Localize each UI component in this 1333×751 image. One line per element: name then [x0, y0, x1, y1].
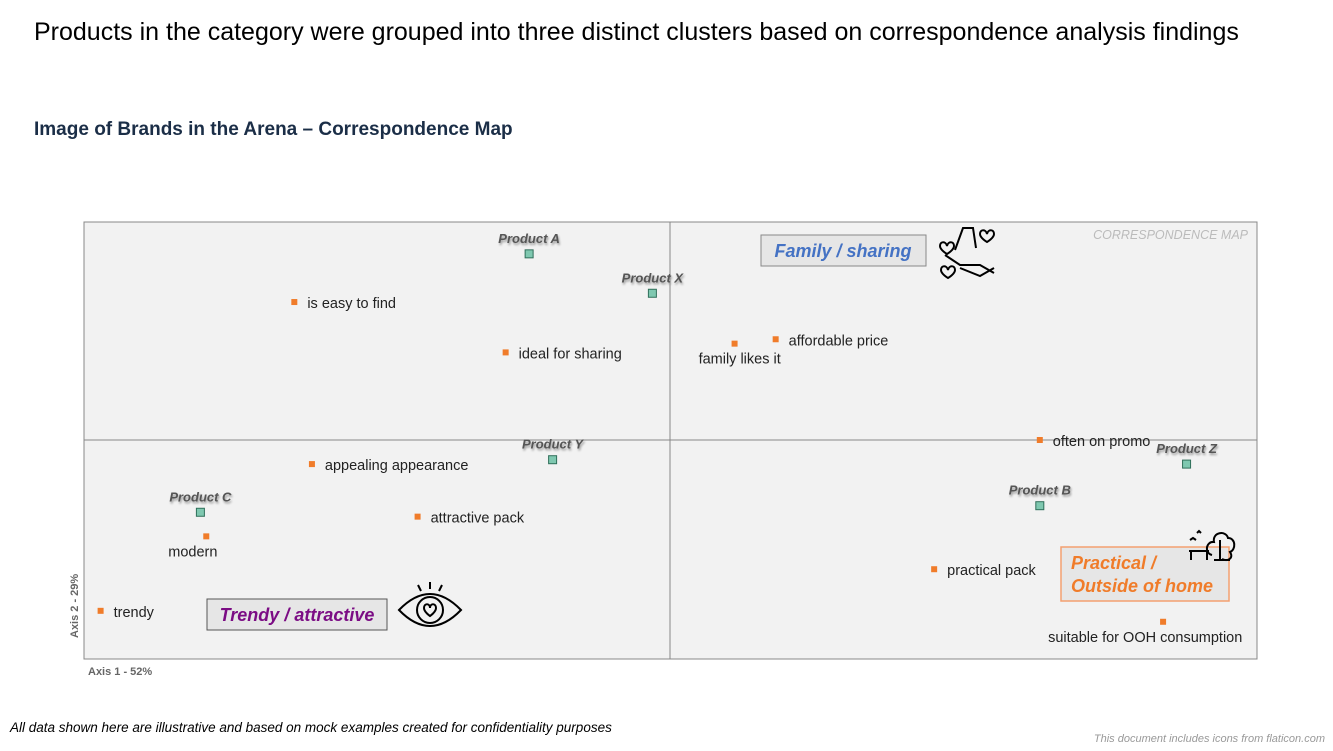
- attribute-point: [291, 299, 298, 306]
- svg-text:Practical /: Practical /: [1071, 553, 1158, 573]
- product-label: Product B: [1009, 483, 1071, 498]
- footnote: All data shown here are illustrative and…: [10, 720, 612, 735]
- product-point: [524, 249, 534, 259]
- product-point: [195, 507, 205, 517]
- attribute-point: [203, 533, 210, 540]
- product-label: Product C: [169, 489, 232, 504]
- attribute-point: [97, 607, 104, 614]
- svg-text:Outside of home: Outside of home: [1071, 576, 1213, 596]
- attribute-point: [931, 566, 938, 573]
- tree-bench-icon: [1189, 529, 1236, 562]
- attribute-label: appealing appearance: [325, 458, 469, 474]
- product-point: [647, 288, 657, 298]
- attribute-point: [772, 336, 779, 343]
- attribute-label: modern: [168, 544, 217, 560]
- attribute-label: family likes it: [699, 352, 781, 368]
- attribute-label: is easy to find: [307, 296, 396, 312]
- eye-heart-icon: [397, 582, 463, 627]
- attribute-point: [502, 349, 509, 356]
- chart-title: CORRESPONDENCE MAP: [1093, 228, 1249, 242]
- y-axis-label: Axis 2 - 29%: [69, 574, 81, 638]
- attribute-label: affordable price: [789, 333, 889, 349]
- product-point: [1182, 459, 1192, 469]
- chart-subtitle: Image of Brands in the Arena – Correspon…: [34, 119, 513, 140]
- attribute-point: [1160, 618, 1167, 625]
- product-label: Product X: [622, 270, 685, 285]
- product-label: Product Z: [1156, 441, 1218, 456]
- attribute-label: trendy: [114, 605, 155, 621]
- hands-hearts-icon: [938, 227, 996, 280]
- attribute-label: practical pack: [947, 563, 1036, 579]
- svg-text:Family / sharing: Family / sharing: [774, 241, 911, 261]
- attribute-label: often on promo: [1053, 434, 1151, 450]
- page-title: Products in the category were grouped in…: [34, 18, 1239, 46]
- product-label: Product Y: [522, 437, 584, 452]
- attribute-point: [414, 513, 421, 520]
- attribute-label: ideal for sharing: [519, 346, 622, 362]
- cluster-trendy-attractive: Trendy / attractive: [206, 582, 463, 631]
- attribute-point: [731, 340, 738, 347]
- attribute-point: [308, 461, 315, 468]
- product-point: [1035, 501, 1045, 511]
- product-point: [548, 455, 558, 465]
- attribute-point: [1036, 437, 1043, 443]
- icon-credit: This document includes icons from flatic…: [1093, 733, 1325, 745]
- cluster-practical-outside-home: Practical / Outside of home: [1060, 529, 1236, 602]
- attribute-label: suitable for OOH consumption: [1048, 630, 1242, 646]
- attribute-label: attractive pack: [431, 511, 525, 527]
- svg-text:Trendy / attractive: Trendy / attractive: [220, 605, 375, 625]
- x-axis-label: Axis 1 - 52%: [88, 666, 152, 678]
- cluster-family-sharing: Family / sharing: [760, 227, 996, 280]
- product-label: Product A: [498, 231, 560, 246]
